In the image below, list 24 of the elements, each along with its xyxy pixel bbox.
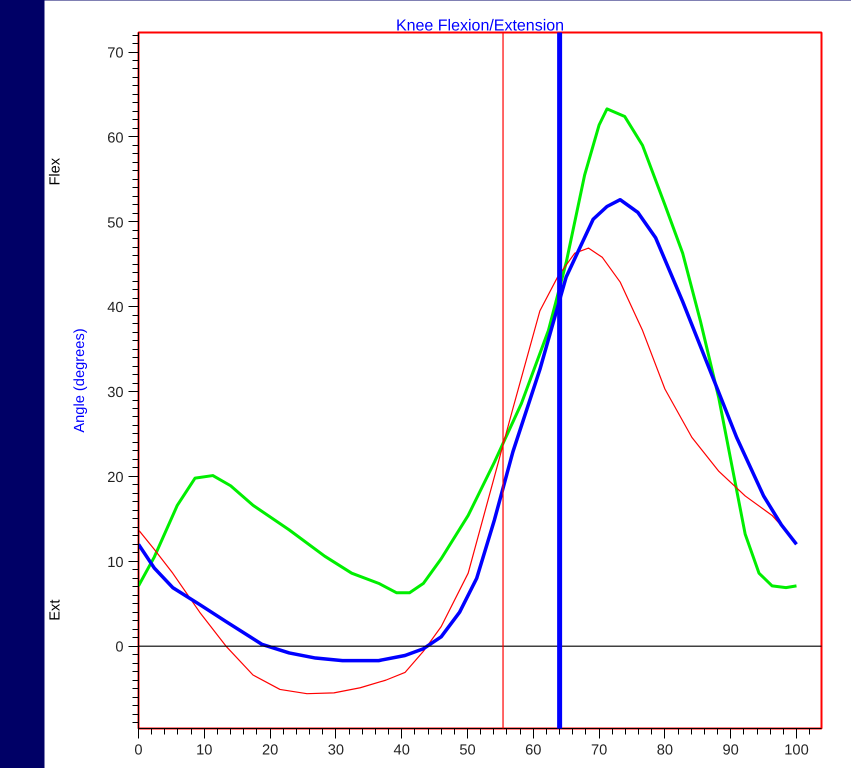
x-tick-label: 30 xyxy=(328,742,344,758)
x-tick-label: 80 xyxy=(656,742,674,758)
text: Flex xyxy=(48,157,64,186)
x-tick-label: 90 xyxy=(722,742,739,758)
text: Ext xyxy=(48,600,64,621)
x-tick-label: 20 xyxy=(262,742,278,758)
chart-title: Knee Flexion/Extension xyxy=(396,18,564,34)
y-axis-title: Angle (degrees) xyxy=(72,328,88,433)
x-tick-label: 50 xyxy=(459,742,476,758)
y-tick-label: 60 xyxy=(107,130,124,146)
x-tick-label: 70 xyxy=(590,742,608,758)
x-tick-label: 60 xyxy=(525,742,542,758)
x-tick-label: 10 xyxy=(196,742,212,758)
y-tick-label: 50 xyxy=(107,215,124,232)
y-tick-label: 30 xyxy=(107,385,124,402)
x-tick-label: 100 xyxy=(784,742,809,758)
line-series xyxy=(138,107,798,594)
y-tick-label: 70 xyxy=(107,46,124,62)
y-tick-label: 40 xyxy=(107,300,124,316)
x-tick-label: 40 xyxy=(394,742,410,758)
y-tick-label: 10 xyxy=(107,554,124,571)
y-tick-label: 20 xyxy=(107,470,124,486)
y-tick-label: 0 xyxy=(115,640,124,656)
x-tick-label: 0 xyxy=(134,742,143,758)
